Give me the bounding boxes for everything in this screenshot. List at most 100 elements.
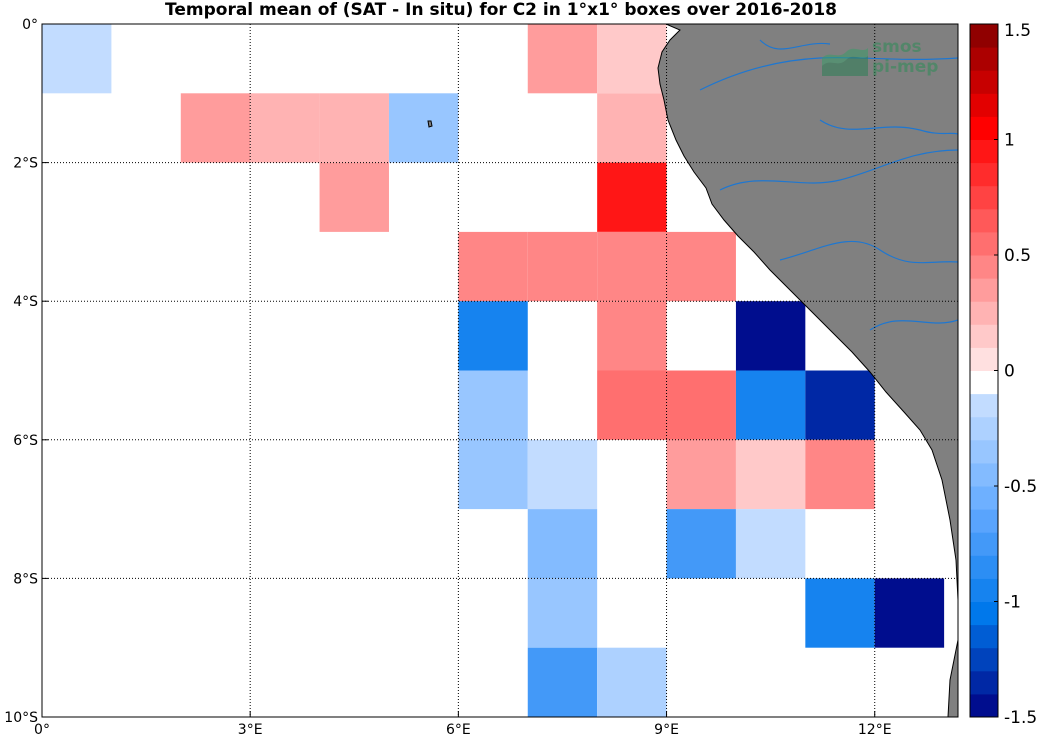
colorbar-step (970, 486, 998, 510)
colorbar-step (970, 139, 998, 164)
heatmap-cell (527, 24, 598, 94)
heatmap-cell (527, 439, 598, 510)
colorbar-step (970, 578, 998, 602)
colorbar-step (970, 555, 998, 579)
colorbar-step (970, 370, 998, 395)
heatmap-cell (527, 647, 598, 717)
x-tick-label: 0° (34, 722, 50, 738)
logo-waves-icon (822, 48, 868, 76)
colorbar-step (970, 255, 998, 279)
heatmap-cell (319, 162, 389, 232)
colorbar-tick-label: 1 (1004, 131, 1015, 151)
heatmap-cells (42, 24, 945, 717)
axis-tick-labels: 0° 3°E 6°E 9°E 12°E 0° 2°S 4°S 6°S 8°S 10°S (4, 17, 891, 738)
colorbar-step (970, 693, 998, 718)
land-mass (657, 24, 958, 717)
heatmap-cell (319, 93, 389, 163)
colorbar-step (970, 647, 998, 672)
river (759, 39, 831, 50)
heatmap-cell (597, 24, 667, 94)
heatmap-cell (458, 370, 528, 440)
x-tick-label: 12°E (858, 722, 892, 738)
logo-text-smos: smos (872, 37, 922, 57)
logo-text-pimep: pi-mep (872, 57, 939, 77)
map-frame (41, 23, 959, 718)
heatmap-cell (666, 439, 736, 510)
colorbar-step (970, 416, 998, 441)
colorbar-step (970, 70, 998, 94)
colorbar-step (970, 601, 998, 626)
heatmap-cell (874, 578, 945, 648)
heatmap-cell (250, 93, 320, 163)
heatmap-cell (805, 578, 875, 648)
colorbar-step (970, 162, 998, 187)
heatmap-cell (458, 301, 528, 371)
colorbar-step (970, 24, 998, 48)
heatmap-cell (735, 439, 806, 510)
colorbar-step (970, 509, 998, 533)
y-tick-label: 6°S (13, 433, 38, 449)
colorbar-step (970, 324, 998, 348)
heatmap-cell (388, 93, 459, 163)
y-tick-label: 4°S (13, 294, 38, 310)
chart-title: Temporal mean of (SAT - In situ) for C2 … (165, 0, 837, 20)
heatmap-cell (597, 301, 667, 371)
y-tick-label: 10°S (4, 710, 38, 726)
colorbar-step (970, 624, 998, 649)
river (699, 56, 958, 91)
river (719, 149, 958, 191)
heatmap-cell (666, 370, 736, 440)
x-tick-label: 3°E (238, 722, 263, 738)
heatmap-cell (666, 231, 736, 302)
island (427, 120, 433, 128)
river (779, 240, 958, 264)
heatmap-cell (735, 370, 806, 440)
colorbar-step (970, 185, 998, 210)
colorbar-step (970, 116, 998, 140)
heatmap-cell (597, 162, 667, 232)
colorbar-step (970, 532, 998, 556)
colorbar-step (970, 231, 998, 256)
y-tick-label: 2°S (13, 156, 38, 172)
heatmap-cell (42, 24, 112, 94)
colorbar-tick-label: -0.5 (1004, 477, 1037, 497)
heatmap-cell (458, 439, 528, 510)
colorbar-step (970, 208, 998, 233)
colorbar-tick-label: -1 (1004, 593, 1021, 613)
colorbar-tick-label: -1.5 (1004, 708, 1037, 728)
heatmap-cell (805, 370, 875, 440)
colorbar-step (970, 347, 998, 371)
colorbar-step (970, 670, 998, 695)
heatmap-cell (805, 439, 875, 510)
colorbar-step (970, 439, 998, 464)
colorbar-tick-label: 1.5 (1004, 21, 1031, 41)
heatmap-cell (597, 93, 667, 163)
heatmap-cell (180, 93, 251, 163)
heatmap-cell (597, 647, 667, 717)
x-tick-label: 6°E (446, 722, 471, 738)
colorbar-step (970, 393, 998, 418)
colorbar-step (970, 47, 998, 71)
x-tick-label: 9°E (654, 722, 679, 738)
colorbar-step (970, 462, 998, 487)
heatmap-cell (735, 509, 806, 579)
colorbar-step (970, 278, 998, 302)
y-tick-label: 8°S (13, 571, 38, 587)
heatmap-cell (527, 231, 598, 302)
colorbar: 1.5 1 0.5 0 -0.5 -1 -1.5 (969, 21, 1037, 728)
heatmap-cell (597, 370, 667, 440)
y-tick-label: 0° (22, 17, 38, 33)
colorbar-step (970, 93, 998, 117)
heatmap-cell (597, 231, 667, 302)
heatmap-cell (666, 509, 736, 579)
river (869, 319, 958, 331)
rivers-layer (699, 39, 958, 331)
heatmap-cell (735, 301, 806, 371)
land-layer (427, 24, 958, 717)
smos-pimep-logo: smos pi-mep (818, 36, 950, 82)
colorbar-tick-label: 0 (1004, 362, 1015, 382)
heatmap-cell (527, 578, 598, 648)
river (819, 119, 958, 135)
colorbar-step (970, 301, 998, 325)
